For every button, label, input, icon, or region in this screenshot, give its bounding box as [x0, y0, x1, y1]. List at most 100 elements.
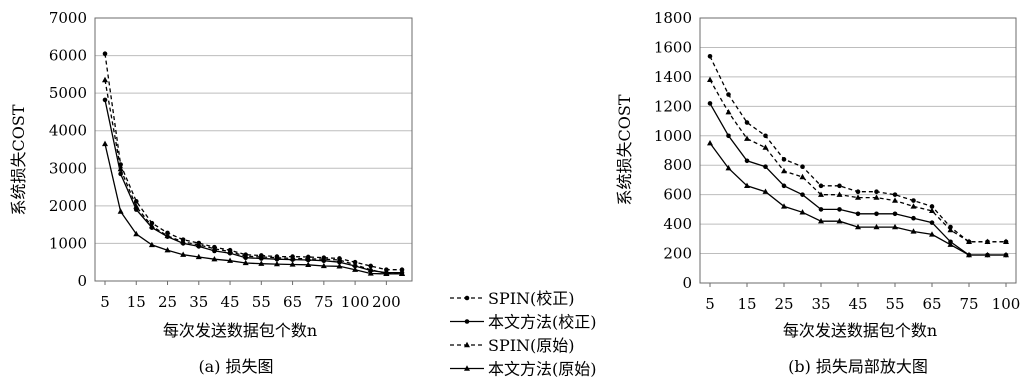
panel-b-y-axis-label: 系统损失COST	[615, 94, 634, 205]
data-point	[799, 173, 806, 180]
data-point	[874, 211, 879, 217]
data-point	[966, 238, 972, 244]
y-tick-label: 1000	[654, 127, 692, 145]
data-point	[873, 194, 880, 200]
y-tick-label: 0	[682, 274, 692, 292]
plot-frame	[94, 17, 413, 282]
y-tick-label: 800	[663, 156, 692, 174]
data-point	[892, 192, 898, 197]
data-point	[180, 251, 187, 257]
y-tick-label: 1200	[654, 97, 692, 115]
data-point	[929, 231, 935, 237]
data-point	[855, 194, 861, 200]
data-point	[818, 217, 824, 224]
data-point	[148, 241, 155, 248]
data-point	[352, 266, 359, 272]
data-point	[725, 109, 732, 115]
legend-label: 本文方法(原始)	[488, 360, 597, 379]
data-point	[383, 270, 390, 277]
data-point	[837, 183, 842, 189]
x-tick-label: 65	[922, 295, 941, 313]
panel-b-zoomed-loss-chart: 系统损失COST 每次发送数据包个数n (b) 损失局部放大图 0 200 400 6…	[615, 9, 1020, 376]
data-point	[102, 76, 108, 83]
data-point	[336, 263, 343, 269]
data-point	[707, 53, 713, 59]
legend-marker	[464, 341, 470, 348]
data-point	[911, 215, 916, 221]
x-tick-label: 55	[885, 295, 904, 313]
data-point	[836, 191, 843, 197]
panel-b-x-axis-label: 每次发送数据包个数n	[783, 321, 937, 340]
data-point	[725, 164, 732, 171]
data-point	[818, 191, 824, 197]
data-point	[800, 192, 805, 197]
data-point	[211, 245, 218, 251]
data-point	[102, 51, 108, 56]
data-point	[984, 251, 991, 258]
x-tick-label: 15	[737, 295, 756, 313]
data-point	[726, 133, 731, 139]
legend-item: SPIN(原始)	[450, 336, 575, 355]
data-point	[984, 238, 991, 244]
data-point	[726, 92, 731, 97]
panel-a-x-axis-label: 每次发送数据包个数n	[163, 321, 317, 340]
data-point	[799, 209, 806, 215]
x-tick-label: 55	[252, 293, 271, 311]
x-tick-label: 100	[341, 293, 370, 311]
data-point	[1003, 238, 1009, 244]
data-point	[320, 262, 327, 269]
series-1	[707, 53, 1009, 245]
data-point	[929, 204, 935, 209]
data-point	[818, 207, 824, 212]
x-tick-label: 200	[372, 293, 401, 311]
data-point	[336, 256, 343, 263]
data-point	[837, 207, 842, 212]
x-tick-label: 65	[283, 293, 302, 311]
y-tick-label: 4000	[49, 122, 87, 140]
data-point	[744, 120, 750, 125]
data-point	[947, 226, 954, 233]
legend-marker	[464, 319, 470, 324]
data-point	[874, 189, 879, 195]
data-point	[242, 259, 249, 266]
series-line	[709, 103, 1006, 256]
data-point	[781, 203, 787, 209]
data-point	[273, 260, 280, 267]
series-line	[709, 79, 1006, 243]
data-point	[892, 197, 898, 203]
data-point	[1003, 251, 1009, 258]
data-point	[707, 101, 713, 106]
x-tick-label: 75	[959, 295, 978, 313]
x-tick-label: 35	[189, 293, 208, 311]
legend-label: SPIN(原始)	[488, 336, 575, 355]
data-point	[855, 211, 861, 217]
data-point	[102, 97, 108, 103]
x-tick-label: 100	[992, 295, 1021, 313]
x-tick-label: 75	[314, 293, 333, 311]
y-tick-label: 7000	[49, 9, 87, 27]
data-point	[762, 188, 769, 194]
data-point	[763, 164, 768, 169]
data-point	[320, 256, 327, 262]
data-point	[966, 251, 972, 258]
y-tick-label: 200	[663, 245, 692, 263]
data-point	[148, 222, 155, 229]
data-point	[164, 232, 171, 239]
panel-a-loss-chart: 系统损失COST 每次发送数据包个数n (a) 损失图 0 1000 2000 300…	[9, 9, 413, 376]
series-3	[707, 76, 1009, 244]
panel-a-y-axis-label: 系统损失COST	[9, 104, 28, 215]
series-line	[104, 53, 402, 271]
y-tick-label: 2000	[49, 197, 87, 215]
data-point	[289, 261, 296, 267]
data-point	[781, 157, 787, 162]
data-point	[133, 230, 140, 237]
data-point	[744, 158, 750, 164]
y-tick-label: 1000	[49, 234, 87, 252]
data-point	[195, 253, 202, 260]
y-tick-label: 600	[663, 186, 692, 204]
x-tick-label: 25	[774, 295, 793, 313]
data-point	[164, 246, 171, 253]
legend-item: SPIN(校正)	[450, 289, 575, 308]
data-point	[910, 228, 917, 234]
